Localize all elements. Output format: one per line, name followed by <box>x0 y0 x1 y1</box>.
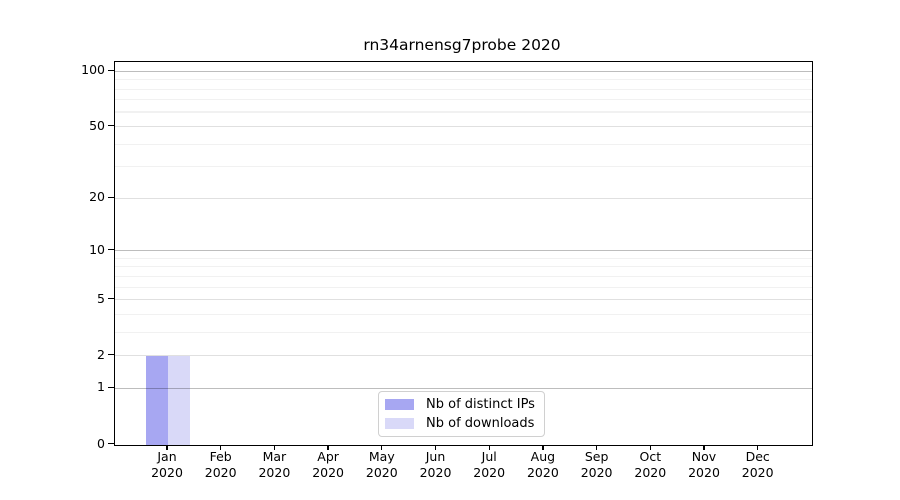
x-tick-mark <box>542 445 544 450</box>
x-tick-label-apr: Apr 2020 <box>296 449 360 481</box>
gridline-minor <box>114 143 812 145</box>
y-tick-label: 2 <box>97 346 105 362</box>
x-tick-month: Feb <box>209 449 232 464</box>
x-tick-month: Dec <box>745 449 770 464</box>
x-tick-month: Jul <box>481 449 497 464</box>
x-tick-year: 2020 <box>473 465 506 480</box>
gridline-minor <box>114 331 812 333</box>
y-tick-label: 1 <box>97 379 105 395</box>
x-tick-label-jul: Jul 2020 <box>457 449 521 481</box>
x-tick-mark <box>327 445 329 450</box>
legend: Nb of distinct IPs Nb of downloads <box>378 391 545 437</box>
x-tick-label-oct: Oct 2020 <box>618 449 682 481</box>
x-tick-month: Apr <box>317 449 339 464</box>
bar-downloads-jan <box>168 355 190 445</box>
gridline-1 <box>114 387 812 390</box>
x-tick-year: 2020 <box>580 465 613 480</box>
gridline-minor <box>114 275 812 277</box>
x-tick-year: 2020 <box>688 465 720 480</box>
y-tick-label: 20 <box>89 189 105 205</box>
x-tick-month: Sep <box>584 449 609 464</box>
plot-area <box>113 60 813 446</box>
x-tick-mark <box>595 445 598 450</box>
x-tick-year: 2020 <box>312 465 344 480</box>
x-tick-year: 2020 <box>365 465 398 480</box>
x-tick-month: Jan <box>157 449 177 464</box>
x-tick-mark <box>381 445 383 450</box>
x-tick-label-may: May 2020 <box>350 449 414 481</box>
legend-swatch-downloads-icon <box>385 418 414 429</box>
gridline-minor <box>114 266 812 268</box>
x-tick-year: 2020 <box>258 465 291 480</box>
x-tick-month: Jun <box>425 449 446 464</box>
x-tick-year: 2020 <box>741 465 774 480</box>
gridline-20 <box>114 197 812 199</box>
gridline-minor <box>114 313 812 315</box>
gridline-2 <box>114 355 812 357</box>
x-tick-label-dec: Dec 2020 <box>726 449 790 481</box>
gridline-50 <box>114 125 812 128</box>
bar-distinct_ips-jan <box>146 355 168 445</box>
x-tick-month: Nov <box>691 449 717 464</box>
x-tick-mark <box>273 445 276 450</box>
x-tick-mark <box>649 445 651 450</box>
y-tick-label: 50 <box>89 117 105 133</box>
x-tick-month: Aug <box>530 449 556 464</box>
legend-label-downloads: Nb of downloads <box>426 416 535 431</box>
x-tick-year: 2020 <box>419 465 452 480</box>
x-tick-month: Oct <box>639 449 662 464</box>
x-tick-mark <box>166 445 168 450</box>
y-tick-mark <box>107 196 114 198</box>
y-tick-label: 5 <box>97 290 105 306</box>
gridline-10 <box>114 249 812 252</box>
x-tick-year: 2020 <box>151 465 183 480</box>
y-tick-mark <box>107 353 114 356</box>
x-tick-mark <box>220 445 222 450</box>
x-tick-label-aug: Aug 2020 <box>511 449 575 481</box>
gridline-minor <box>114 166 812 168</box>
y-tick-mark <box>107 386 114 389</box>
x-tick-month: May <box>368 449 395 464</box>
x-tick-label-feb: Feb 2020 <box>189 449 253 481</box>
y-tick-mark <box>107 442 114 445</box>
x-tick-year: 2020 <box>634 465 667 480</box>
x-tick-label-jun: Jun 2020 <box>404 449 468 481</box>
x-tick-mark <box>757 445 759 450</box>
gridline-minor <box>114 99 812 101</box>
gridline-100 <box>114 70 812 72</box>
chart-title: rn34arnensg7probe 2020 <box>363 36 561 54</box>
x-tick-label-jan: Jan 2020 <box>135 449 199 481</box>
y-tick-label: 100 <box>81 62 105 78</box>
legend-item-distinct-ips: Nb of distinct IPs <box>385 397 535 412</box>
gridline-5 <box>114 299 812 301</box>
gridline-minor <box>114 111 812 113</box>
legend-label-distinct-ips: Nb of distinct IPs <box>426 397 535 412</box>
x-tick-year: 2020 <box>204 465 237 480</box>
x-tick-month: Mar <box>262 449 287 464</box>
y-tick-mark <box>107 297 114 300</box>
y-tick-label: 10 <box>89 241 105 257</box>
legend-swatch-distinct-ips-icon <box>385 399 414 410</box>
gridline-minor <box>114 79 812 81</box>
x-tick-mark <box>703 445 705 450</box>
gridline-minor <box>114 286 812 288</box>
legend-item-downloads: Nb of downloads <box>385 416 535 431</box>
x-tick-label-mar: Mar 2020 <box>242 449 306 481</box>
x-tick-label-nov: Nov 2020 <box>672 449 736 481</box>
y-tick-mark <box>107 69 114 71</box>
gridline-minor <box>114 257 812 259</box>
y-tick-label: 0 <box>97 435 105 451</box>
x-tick-mark <box>434 445 437 450</box>
y-tick-mark <box>107 248 114 251</box>
x-tick-mark <box>488 445 490 450</box>
gridline-minor <box>114 88 812 90</box>
y-tick-mark <box>107 124 114 127</box>
x-tick-label-sep: Sep 2020 <box>565 449 629 481</box>
x-tick-year: 2020 <box>526 465 559 480</box>
